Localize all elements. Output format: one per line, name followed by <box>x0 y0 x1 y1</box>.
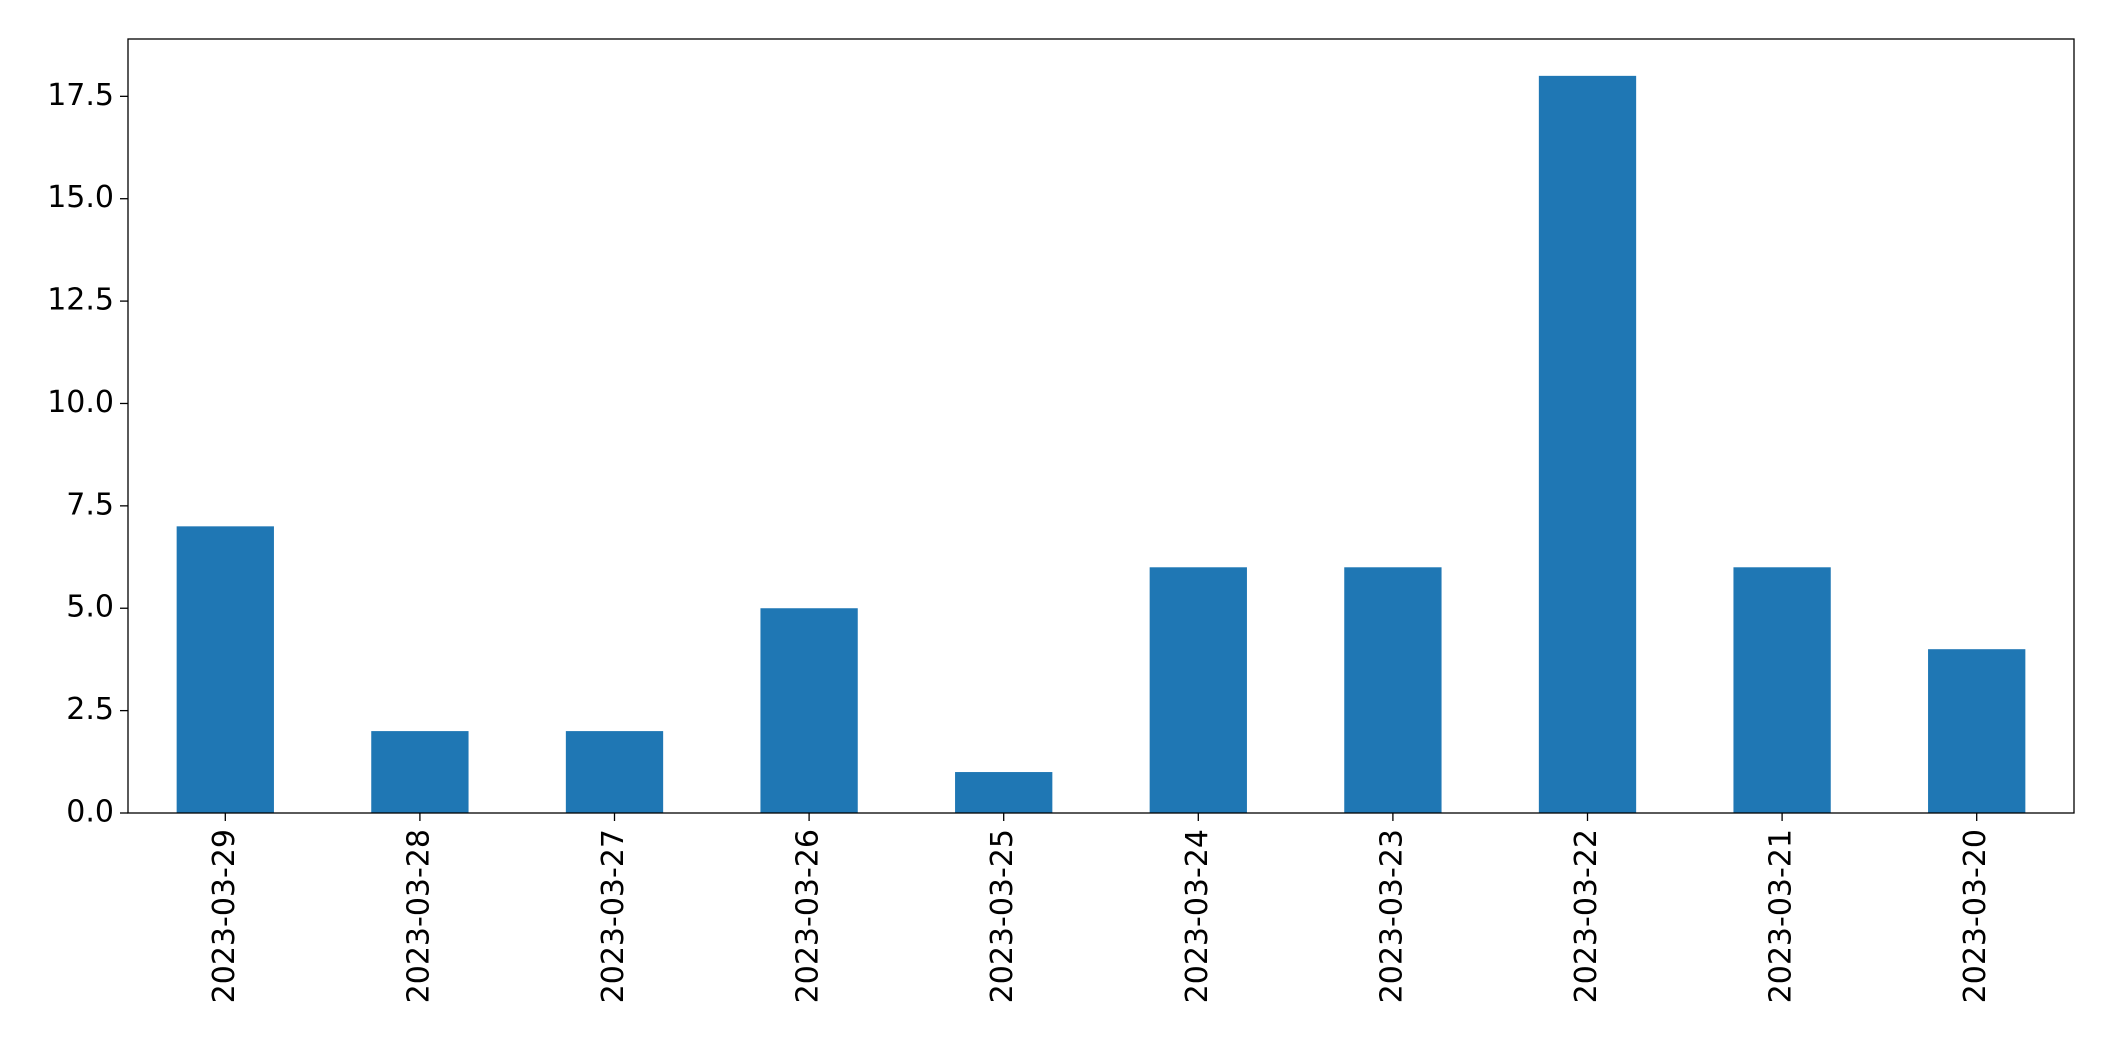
bar <box>760 608 858 813</box>
y-tick-label: 17.5 <box>47 78 114 113</box>
x-tick-label: 2023-03-26 <box>791 829 826 1003</box>
x-tick-label: 2023-03-28 <box>401 829 436 1003</box>
bar <box>955 772 1053 813</box>
bar <box>176 526 274 813</box>
bar <box>565 731 664 813</box>
bar <box>1733 567 1831 813</box>
x-tick-label: 2023-03-22 <box>1569 829 1604 1003</box>
y-tick-label: 10.0 <box>47 385 114 420</box>
x-tick-label: 2023-03-20 <box>1958 829 1993 1003</box>
plot-frame <box>127 38 2075 814</box>
x-tick-label: 2023-03-29 <box>207 829 242 1003</box>
x-tick-label: 2023-03-27 <box>596 829 631 1003</box>
y-tick-label: 12.5 <box>47 283 114 318</box>
x-tick-label: 2023-03-25 <box>985 829 1020 1003</box>
y-tick-label: 5.0 <box>66 590 114 625</box>
x-tick-label: 2023-03-24 <box>1180 829 1215 1003</box>
y-tick-label: 2.5 <box>66 692 114 727</box>
bar <box>1149 567 1247 813</box>
x-tick-label: 2023-03-23 <box>1374 829 1409 1003</box>
y-tick-label: 0.0 <box>66 795 114 830</box>
bar <box>1928 649 2026 813</box>
y-tick-label: 7.5 <box>66 487 114 522</box>
bar <box>1538 75 1637 814</box>
x-tick-label: 2023-03-21 <box>1764 829 1799 1003</box>
bar <box>1344 567 1442 813</box>
y-tick-label: 15.0 <box>47 180 114 215</box>
bar <box>371 731 469 813</box>
